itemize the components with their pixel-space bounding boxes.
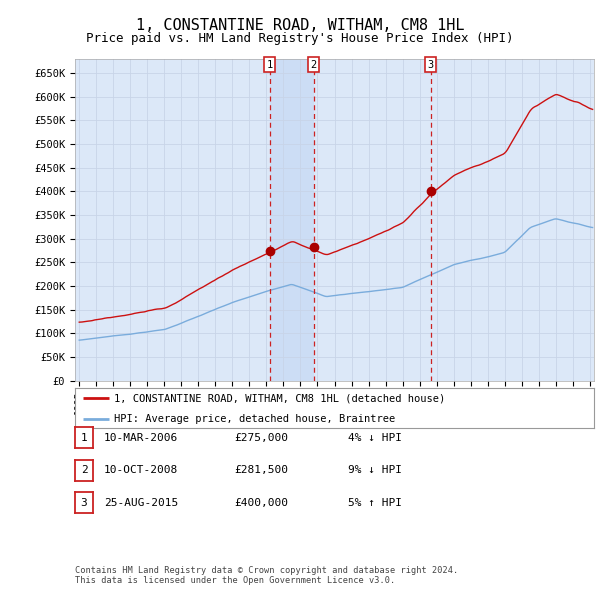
Text: 25-AUG-2015: 25-AUG-2015 xyxy=(104,498,178,507)
Text: Contains HM Land Registry data © Crown copyright and database right 2024.
This d: Contains HM Land Registry data © Crown c… xyxy=(75,566,458,585)
Text: 10-OCT-2008: 10-OCT-2008 xyxy=(104,466,178,475)
Bar xyxy=(269,59,314,381)
Text: 9% ↓ HPI: 9% ↓ HPI xyxy=(348,466,402,475)
Text: Price paid vs. HM Land Registry's House Price Index (HPI): Price paid vs. HM Land Registry's House … xyxy=(86,32,514,45)
Text: 1: 1 xyxy=(80,433,88,442)
Text: 3: 3 xyxy=(428,60,434,70)
Text: 3: 3 xyxy=(80,498,88,507)
Text: 10-MAR-2006: 10-MAR-2006 xyxy=(104,433,178,442)
Text: £281,500: £281,500 xyxy=(234,466,288,475)
Text: 4% ↓ HPI: 4% ↓ HPI xyxy=(348,433,402,442)
Text: 2: 2 xyxy=(311,60,317,70)
Text: £400,000: £400,000 xyxy=(234,498,288,507)
Text: 5% ↑ HPI: 5% ↑ HPI xyxy=(348,498,402,507)
Text: 1: 1 xyxy=(266,60,273,70)
Text: 2: 2 xyxy=(80,466,88,475)
Text: 1, CONSTANTINE ROAD, WITHAM, CM8 1HL: 1, CONSTANTINE ROAD, WITHAM, CM8 1HL xyxy=(136,18,464,32)
Text: 1, CONSTANTINE ROAD, WITHAM, CM8 1HL (detached house): 1, CONSTANTINE ROAD, WITHAM, CM8 1HL (de… xyxy=(114,394,445,404)
Text: HPI: Average price, detached house, Braintree: HPI: Average price, detached house, Brai… xyxy=(114,414,395,424)
Text: £275,000: £275,000 xyxy=(234,433,288,442)
